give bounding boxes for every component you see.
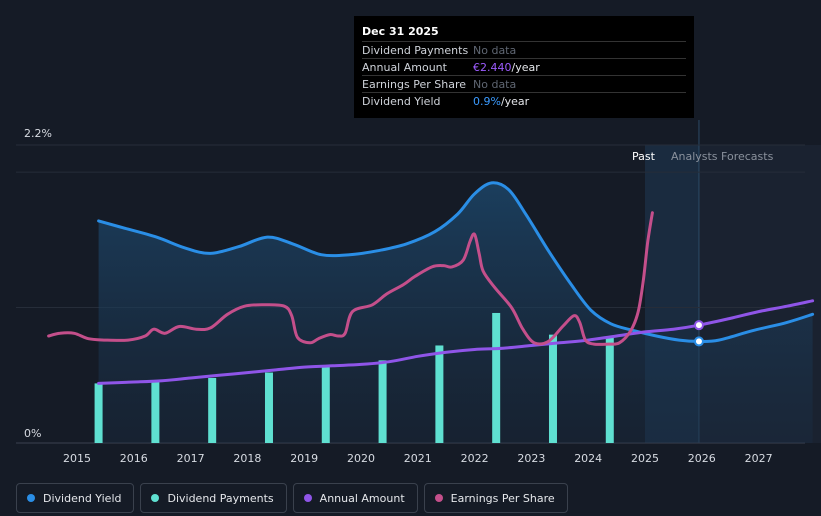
annual-amount-marker: [693, 320, 704, 331]
legend-label: Earnings Per Share: [450, 491, 555, 505]
x-tick-label: 2021: [404, 452, 432, 465]
dividend-chart: 2.2% 0% Past Analysts Forecasts 2015 2016 2017…: [16, 120, 815, 465]
tooltip-label: Dividend Yield: [362, 95, 441, 108]
dividend-yield-line: [97, 181, 815, 343]
tooltip-label: Annual Amount: [362, 61, 447, 74]
dividend-payment-bar: [94, 383, 103, 443]
tooltip-value: No data: [473, 44, 517, 57]
x-tick-label: 2017: [177, 452, 205, 465]
tooltip-row-earnings-per-share: Earnings Per Share No data: [362, 75, 686, 93]
dividend-yield-marker: [693, 336, 704, 347]
x-tick-label: 2023: [517, 452, 545, 465]
legend-annual-amount[interactable]: Annual Amount: [292, 483, 418, 513]
tooltip-row-annual-amount: Annual Amount €2.440/year: [362, 58, 686, 76]
x-tick-label: 2020: [347, 452, 375, 465]
dividend-payment-bar: [321, 367, 330, 443]
legend-label: Dividend Yield: [43, 491, 122, 505]
dividend-payment-bar: [492, 312, 501, 443]
dividend-payment-bar: [208, 377, 217, 443]
tooltip-value: No data: [473, 78, 517, 91]
x-tick-label: 2026: [688, 452, 716, 465]
x-tick-label: 2018: [233, 452, 261, 465]
x-tick-label: 2024: [574, 452, 602, 465]
dividend-payment-bar: [605, 337, 614, 443]
past-label: Past: [632, 150, 656, 163]
x-tick-label: 2025: [631, 452, 659, 465]
forecast-label: Analysts Forecasts: [671, 150, 774, 163]
legend: Dividend Yield Dividend Payments Annual …: [16, 483, 568, 515]
dividend-payment-bar: [264, 372, 273, 443]
tooltip-row-dividend-payments: Dividend Payments No data: [362, 41, 686, 59]
legend-dot-icon: [303, 494, 312, 502]
y-tick-label: 2.2%: [24, 127, 52, 140]
dividend-payment-bar: [435, 345, 444, 443]
y-tick-label: 0%: [24, 427, 41, 440]
legend-dot-icon: [27, 494, 35, 502]
legend-dot-icon: [434, 494, 443, 502]
x-tick-label: 2016: [120, 452, 148, 465]
x-tick-label: 2015: [63, 452, 91, 465]
legend-earnings-per-share[interactable]: Earnings Per Share: [423, 483, 568, 513]
legend-dividend-yield[interactable]: Dividend Yield: [16, 483, 135, 513]
tooltip-date: Dec 31 2025: [362, 25, 439, 38]
legend-label: Annual Amount: [319, 491, 405, 505]
tooltip: Dec 31 2025 Dividend Payments No data An…: [354, 16, 694, 118]
legend-dividend-payments[interactable]: Dividend Payments: [140, 483, 287, 513]
dividend-payment-bar: [548, 334, 557, 443]
x-tick-label: 2019: [290, 452, 318, 465]
legend-dot-icon: [151, 494, 160, 502]
x-tick-label: 2027: [745, 452, 773, 465]
tooltip-label: Dividend Payments: [362, 44, 469, 57]
earnings-per-share-line: [47, 211, 654, 346]
tooltip-value: 0.9%/year: [473, 95, 530, 108]
x-tick-label: 2022: [461, 452, 489, 465]
dividend-payment-bar: [378, 360, 387, 443]
tooltip-value: €2.440/year: [473, 61, 540, 74]
legend-label: Dividend Payments: [167, 491, 274, 505]
dividend-yield-area: [98, 182, 813, 443]
tooltip-row-dividend-yield: Dividend Yield 0.9%/year: [362, 92, 686, 110]
dividend-payment-bar: [151, 382, 160, 443]
tooltip-label: Earnings Per Share: [362, 78, 467, 91]
